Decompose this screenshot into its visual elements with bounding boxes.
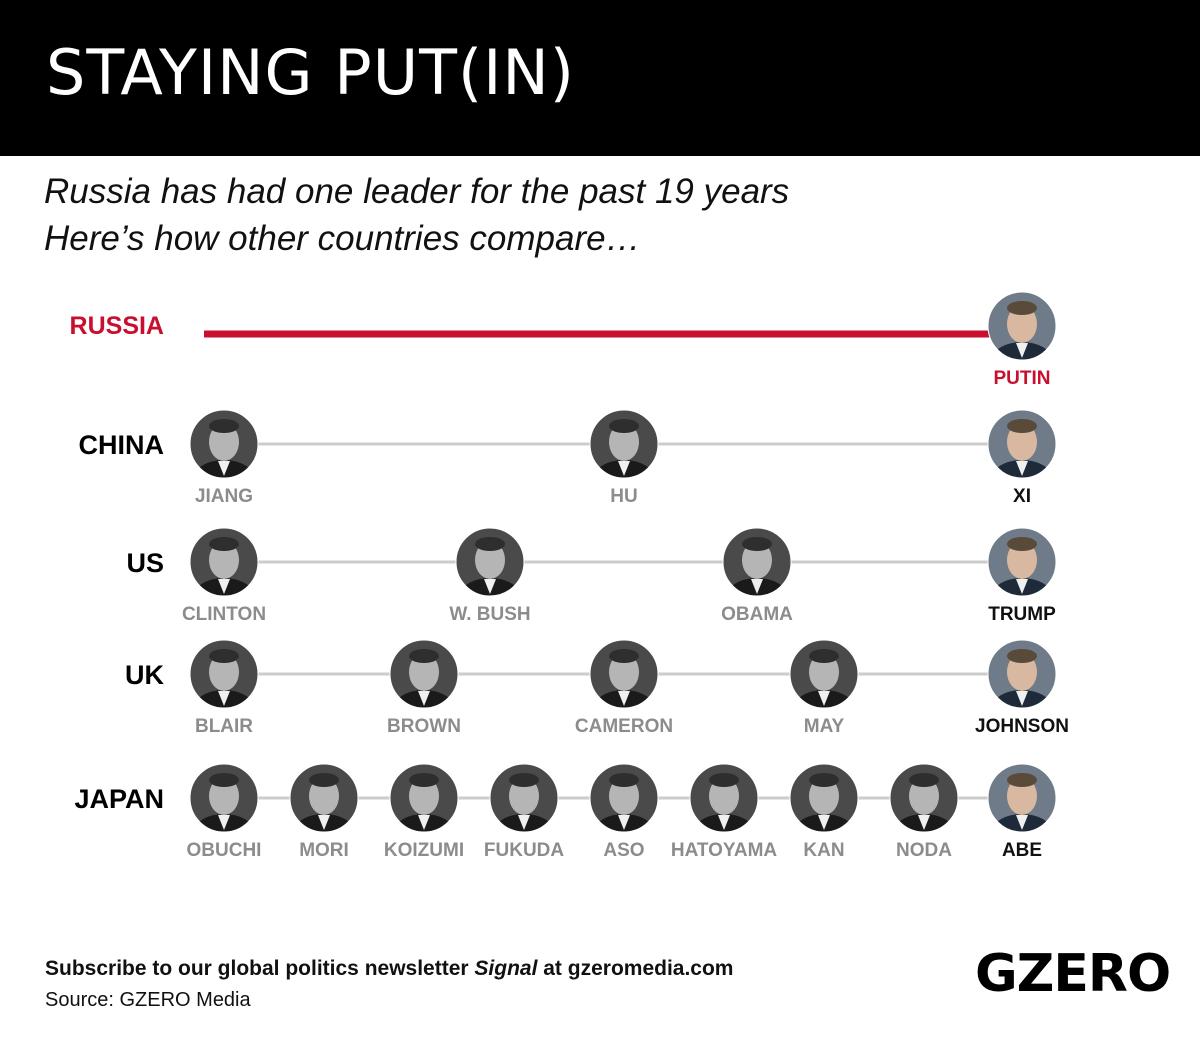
country-label-russia: RUSSIA [70,312,164,340]
portrait-ring-blair [189,639,259,709]
portrait-obuchi-icon [190,764,258,832]
portrait-hu-icon [590,410,658,478]
leader-label-brown: BROWN [387,716,461,737]
portrait-ring-johnson [987,639,1057,709]
signal-newsletter-link[interactable]: Signal [474,957,538,980]
portrait-kan-icon [790,764,858,832]
leader-label-xi: XI [1013,486,1031,507]
portrait-ring-abe [987,763,1057,833]
subscribe-text-after: at gzeromedia.com [537,957,734,980]
portrait-fukuda-icon [490,764,558,832]
leader-label-aso: ASO [603,840,644,861]
subtitle-line-2: Here’s how other countries compare… [44,219,641,258]
leader-label-johnson: JOHNSON [975,716,1069,737]
portrait-ring-kan [789,763,859,833]
header-bar: STAYING PUT(IN) [0,0,1200,156]
portrait-jiang-icon [190,410,258,478]
leader-label-fukuda: FUKUDA [484,840,564,861]
leader-label-jiang: JIANG [195,486,253,507]
portrait-clinton-icon [190,528,258,596]
country-label-china: CHINA [79,430,165,460]
portrait-ring-xi [987,409,1057,479]
portrait-noda-icon [890,764,958,832]
leader-label-clinton: CLINTON [182,604,266,625]
leader-label-putin: PUTIN [994,368,1051,389]
leader-label-noda: NODA [896,840,952,861]
portrait-mori-icon [290,764,358,832]
portrait-ring-brown [389,639,459,709]
portrait-xi-icon [988,410,1056,478]
portrait-cameron-icon [590,640,658,708]
portrait-ring-aso [589,763,659,833]
leader-label-obama: OBAMA [721,604,793,625]
portrait-ring-may [789,639,859,709]
portrait-ring-clinton [189,527,259,597]
portrait-brown-icon [390,640,458,708]
portrait-aso-icon [590,764,658,832]
portrait-ring-trump [987,527,1057,597]
country-label-japan: JAPAN [74,784,164,814]
subtitle-line-1: Russia has had one leader for the past 1… [44,172,790,211]
leader-label-mori: MORI [299,840,349,861]
leader-label-blair: BLAIR [195,716,253,737]
subscribe-line: Subscribe to our global politics newslet… [45,957,733,981]
leader-label-koizumi: KOIZUMI [384,840,464,861]
subscribe-text-before: Subscribe to our global politics newslet… [45,957,475,980]
portrait-blair-icon [190,640,258,708]
portrait-ring-cameron [589,639,659,709]
country-label-us: US [126,548,164,578]
portrait-ring-obuchi [189,763,259,833]
leader-label-hatoyama: HATOYAMA [671,840,778,861]
portrait-ring-jiang [189,409,259,479]
portrait-ring-hu [589,409,659,479]
portrait-obama-icon [723,528,791,596]
leader-label-trump: TRUMP [988,604,1056,625]
leader-label-kan: KAN [803,840,844,861]
leader-label-may: MAY [804,716,845,737]
leader-label-obuchi: OBUCHI [187,840,262,861]
portrait-ring-koizumi [389,763,459,833]
portrait-putin-icon [988,292,1056,360]
portrait-johnson-icon [988,640,1056,708]
portrait-w-bush-icon [456,528,524,596]
leader-label-abe: ABE [1002,840,1042,861]
portrait-may-icon [790,640,858,708]
page-title: STAYING PUT(IN) [46,36,575,109]
country-label-uk: UK [125,660,164,690]
leader-label-w-bush: W. BUSH [449,604,530,625]
gzero-logo: GZERO [975,944,1171,1004]
portrait-ring-fukuda [489,763,559,833]
portrait-ring-noda [889,763,959,833]
leader-label-cameron: CAMERON [575,716,673,737]
portrait-ring-w-bush [455,527,525,597]
portrait-trump-icon [988,528,1056,596]
source-note: Source: GZERO Media [45,989,251,1011]
portrait-ring-mori [289,763,359,833]
portrait-ring-putin [987,291,1057,361]
portrait-ring-hatoyama [689,763,759,833]
portrait-abe-icon [988,764,1056,832]
portrait-hatoyama-icon [690,764,758,832]
portrait-koizumi-icon [390,764,458,832]
leader-label-hu: HU [610,486,637,507]
portrait-ring-obama [722,527,792,597]
